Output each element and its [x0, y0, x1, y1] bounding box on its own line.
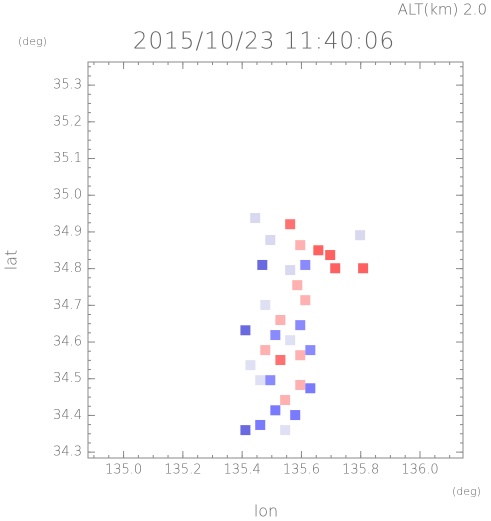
plot-frame	[87, 61, 464, 459]
echo-cell	[305, 345, 316, 356]
echo-cell	[325, 250, 336, 261]
y-tick-label: 34.9	[53, 224, 82, 239]
echo-cell	[280, 425, 291, 436]
x-tick-label: 135.2	[164, 463, 201, 478]
y-tick-label: 34.4	[53, 408, 82, 423]
echo-cell	[313, 245, 324, 256]
echo-cell	[295, 240, 306, 251]
y-tick-label: 34.7	[53, 298, 82, 313]
y-unit: (deg)	[18, 35, 47, 48]
echo-cell	[270, 330, 281, 341]
y-axis-label: lat	[2, 250, 21, 271]
echo-cell	[255, 375, 266, 386]
echo-cell	[245, 360, 256, 371]
chart-title: 2015/10/23 11:40:06	[133, 29, 395, 55]
x-tick-label: 135.8	[342, 463, 379, 478]
echo-cell	[300, 295, 311, 306]
echo-cell	[295, 379, 306, 390]
x-tick-label: 135.6	[283, 463, 320, 478]
echo-cell	[240, 425, 251, 436]
x-tick-label: 135.4	[224, 463, 261, 478]
echo-cell	[280, 395, 291, 406]
echo-cell	[270, 405, 281, 416]
echo-cell	[260, 299, 271, 310]
y-tick-label: 34.5	[53, 371, 82, 386]
echo-cell	[240, 325, 251, 336]
x-tick-label: 135.0	[105, 463, 142, 478]
echo-cell	[260, 345, 271, 356]
y-tick-label: 34.3	[53, 445, 82, 460]
altitude-header: ALT(km) 2.0	[398, 1, 487, 19]
echo-cell	[255, 419, 266, 430]
echo-cell	[290, 410, 301, 421]
echo-cell	[275, 355, 286, 366]
echo-cell	[305, 383, 316, 394]
echo-cell	[292, 280, 303, 291]
echo-cell	[295, 320, 306, 331]
echo-cell	[300, 259, 311, 270]
echo-cell	[265, 375, 276, 386]
x-unit: (deg)	[452, 485, 481, 498]
x-axis-label: lon	[254, 502, 278, 521]
echo-cell	[285, 219, 296, 230]
y-tick-label: 34.8	[53, 261, 82, 276]
echo-cell	[295, 350, 306, 361]
y-tick-label: 35.0	[53, 188, 82, 203]
echo-cell	[355, 230, 366, 241]
y-tick-label: 35.1	[53, 151, 82, 166]
y-tick-label: 35.2	[53, 114, 82, 129]
echo-cell	[285, 335, 296, 346]
echo-cell	[358, 263, 369, 274]
echo-cell	[330, 263, 341, 274]
echo-cell	[250, 212, 261, 223]
echo-cell	[275, 315, 286, 326]
echo-cell	[265, 234, 276, 245]
x-tick-label: 136.0	[401, 463, 438, 478]
echo-cell	[257, 259, 268, 270]
echo-cell	[285, 265, 296, 276]
y-tick-label: 34.6	[53, 335, 82, 350]
y-tick-label: 35.3	[53, 78, 82, 93]
